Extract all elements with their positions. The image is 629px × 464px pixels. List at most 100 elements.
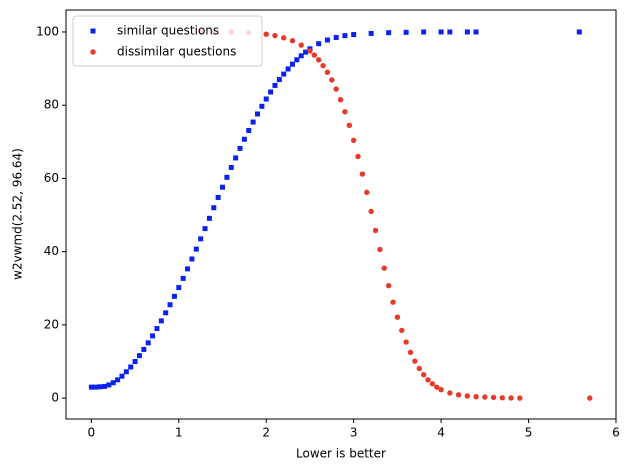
x-axis-label: Lower is better	[296, 447, 386, 461]
point	[228, 164, 234, 170]
point	[407, 349, 414, 356]
point	[141, 346, 147, 352]
y-axis-label: w2vwmd(2.52, 96.64)	[11, 148, 25, 280]
legend: similar questions dissimilar questions	[72, 15, 263, 67]
point	[289, 38, 296, 44]
point	[123, 369, 129, 375]
point	[241, 136, 247, 142]
legend-marker	[90, 28, 96, 34]
x-tick-label: 0	[88, 426, 96, 440]
point	[359, 171, 366, 177]
point	[508, 395, 514, 401]
point	[490, 394, 497, 401]
point	[128, 364, 134, 370]
point	[254, 111, 260, 117]
point	[211, 205, 217, 211]
point	[399, 327, 405, 334]
point	[250, 119, 256, 125]
point	[473, 29, 479, 35]
point	[171, 293, 177, 299]
legend-box	[72, 15, 263, 67]
point	[272, 32, 278, 39]
series	[197, 29, 593, 401]
point	[499, 395, 506, 401]
point	[517, 395, 523, 401]
point	[576, 29, 582, 35]
point	[342, 109, 348, 115]
point	[119, 373, 125, 379]
point	[268, 89, 274, 95]
point	[351, 32, 357, 38]
point	[412, 358, 418, 364]
point	[97, 384, 103, 390]
point	[132, 359, 138, 365]
point	[447, 29, 453, 35]
point	[447, 390, 453, 396]
point	[372, 227, 379, 234]
point	[176, 285, 182, 291]
point	[206, 215, 212, 221]
point	[482, 394, 488, 400]
x-tick-label: 2	[262, 426, 270, 440]
point	[425, 377, 431, 383]
point	[202, 226, 208, 232]
point	[438, 387, 444, 393]
point	[364, 189, 370, 196]
point	[350, 137, 357, 144]
point	[307, 48, 313, 54]
point	[381, 265, 387, 271]
point	[421, 29, 427, 35]
x-tick-label: 3	[350, 426, 358, 440]
point	[303, 49, 309, 55]
point	[259, 103, 265, 109]
x-tick-label: 1	[175, 426, 183, 440]
point	[342, 33, 348, 39]
point	[93, 384, 99, 390]
point	[289, 61, 295, 67]
point	[386, 30, 392, 36]
point	[220, 184, 226, 190]
point	[215, 194, 221, 200]
point	[455, 392, 462, 398]
x-tick-label: 6	[612, 426, 620, 440]
x-tick-label: 5	[525, 426, 533, 440]
point	[110, 380, 116, 386]
point	[385, 283, 392, 289]
legend-label: dissimilar questions	[117, 45, 236, 59]
point	[246, 127, 252, 133]
point	[324, 37, 330, 43]
point	[189, 256, 195, 262]
point	[154, 326, 160, 332]
point	[311, 52, 318, 58]
legend-label: similar questions	[117, 24, 219, 38]
point	[298, 42, 304, 48]
y-tick-label: 20	[44, 317, 59, 331]
point	[281, 71, 287, 77]
point	[263, 96, 269, 102]
point	[198, 236, 204, 242]
point	[115, 377, 121, 383]
point	[329, 77, 335, 83]
point	[320, 62, 326, 69]
y-tick-label: 0	[51, 391, 59, 405]
point	[416, 365, 422, 372]
point	[464, 29, 470, 35]
point	[272, 82, 278, 88]
point	[237, 145, 243, 151]
point	[145, 340, 151, 346]
point	[403, 339, 409, 345]
y-tick-label: 40	[44, 244, 59, 258]
point	[333, 86, 339, 92]
point	[394, 314, 401, 320]
point	[158, 318, 164, 324]
point	[324, 69, 331, 75]
point	[150, 333, 156, 339]
point	[429, 381, 436, 387]
series	[88, 29, 582, 390]
point	[377, 246, 383, 253]
point	[167, 302, 173, 308]
point	[403, 29, 409, 35]
point	[464, 393, 471, 399]
point	[346, 122, 353, 129]
